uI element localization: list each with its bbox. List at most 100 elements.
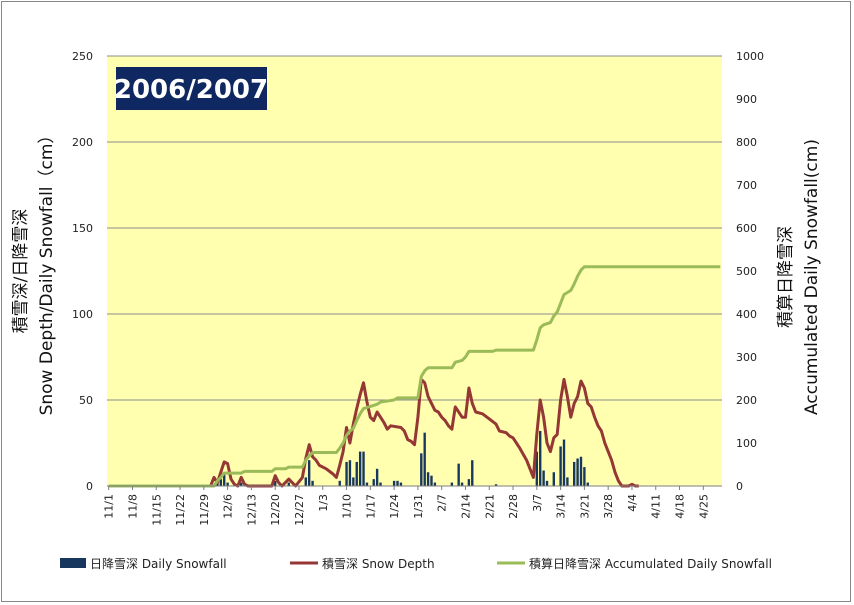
x-tick-label: 1/24: [388, 494, 401, 519]
daily-snowfall-bar: [583, 467, 586, 486]
daily-snowfall-bar: [355, 461, 358, 486]
x-tick-label: 12/13: [245, 494, 258, 526]
right-tick-label: 100: [736, 437, 757, 450]
x-tick-label: 3/7: [531, 494, 544, 512]
daily-snowfall-bar: [240, 482, 243, 486]
x-tick-label: 1/31: [412, 494, 425, 519]
x-tick-label: 1/17: [364, 494, 377, 519]
x-tick-label: 12/20: [269, 494, 282, 526]
daily-snowfall-bar: [559, 446, 562, 486]
daily-snowfall-bar: [539, 430, 542, 486]
x-tick-label: 2/7: [436, 494, 449, 512]
left-tick-label: 100: [72, 308, 93, 321]
daily-snowfall-bar: [375, 468, 379, 486]
chart-title: 2006/2007: [114, 75, 268, 105]
daily-snowfall-bar: [274, 480, 277, 486]
daily-snowfall-bar: [348, 460, 352, 486]
legend-label-accumulated: 積算日降雪深 Accumulated Daily Snowfall: [529, 556, 772, 571]
right-axis-title-line2: Accumulated Daily Snowfall(cm): [802, 139, 822, 415]
x-tick-label: 1/3: [317, 494, 330, 512]
x-tick-label: 3/21: [578, 494, 591, 519]
daily-snowfall-bar: [304, 477, 307, 486]
daily-snowfall-bar: [545, 480, 549, 486]
daily-snowfall-bar: [423, 432, 426, 486]
daily-snowfall-bar: [307, 460, 311, 486]
daily-snowfall-bar: [457, 463, 460, 486]
right-tick-label: 200: [736, 394, 757, 407]
daily-snowfall-bar: [579, 456, 583, 486]
daily-snowfall-bar: [562, 439, 566, 486]
daily-snowfall-bar: [420, 453, 423, 486]
right-axis-title: 積算日降雪深 Accumulated Daily Snowfall(cm): [776, 139, 822, 415]
right-tick-label: 300: [736, 351, 757, 364]
x-tick-label: 12/6: [222, 494, 235, 519]
daily-snowfall-bar: [396, 480, 399, 486]
daily-snowfall-bar: [494, 484, 498, 486]
title-box: [116, 67, 267, 110]
daily-snowfall-bar: [345, 461, 348, 486]
x-tick-label: 4/4: [626, 494, 639, 512]
left-tick-label: 250: [72, 50, 93, 63]
accumulated-snowfall-line: [108, 265, 721, 488]
left-axis-ticks: 0 50 100 150 200 250: [72, 50, 93, 493]
right-tick-label: 0: [736, 480, 743, 493]
daily-snowfall-bar: [467, 479, 471, 486]
daily-snowfall-bar: [219, 479, 223, 486]
daily-snowfall-bar: [372, 479, 375, 486]
daily-snowfall-bar: [287, 482, 290, 486]
right-tick-label: 600: [736, 222, 757, 235]
legend-label-snow-depth: 積雪深 Snow Depth: [322, 556, 435, 571]
daily-snowfall-bar: [311, 480, 314, 486]
right-tick-label: 1000: [736, 50, 764, 63]
daily-snowfall-bar: [362, 451, 365, 486]
right-tick-label: 700: [736, 179, 757, 192]
x-tick-label: 2/14: [459, 494, 472, 519]
daily-snowfall-bar: [223, 472, 226, 486]
right-tick-label: 500: [736, 265, 757, 278]
x-tick-label: 11/22: [174, 494, 187, 526]
right-tick-label: 400: [736, 308, 757, 321]
daily-snowfall-bar: [450, 482, 454, 486]
x-tick-label: 3/28: [602, 494, 615, 519]
daily-snowfall-bar: [426, 472, 430, 486]
daily-snowfall-bar: [576, 458, 579, 486]
left-axis-title-line1: 積雪深/日降雪深: [11, 209, 31, 334]
x-axis-ticks: 11/1 11/8 11/15 11/22 11/29 12/6 12/13 12/20 12/…: [103, 486, 710, 526]
x-tick-label: 4/25: [697, 494, 710, 519]
daily-snowfall-bar: [586, 482, 589, 486]
x-tick-label: 4/11: [650, 494, 663, 519]
daily-snowfall-bar: [566, 477, 569, 486]
plot-area: [107, 56, 722, 486]
daily-snowfall-bar: [352, 477, 355, 486]
x-tick-label: 1/10: [341, 494, 354, 519]
daily-snowfall-bar: [358, 451, 362, 486]
x-tick-label: 11/29: [198, 494, 211, 526]
right-tick-label: 900: [736, 93, 757, 106]
daily-snowfall-bar: [365, 482, 369, 486]
daily-snowfall-bar: [338, 480, 341, 486]
x-tick-label: 11/15: [150, 494, 163, 526]
daily-snowfall-bar: [226, 482, 229, 486]
daily-snowfall-bar: [535, 451, 539, 486]
right-axis-title-line1: 積算日降雪深: [776, 226, 796, 328]
daily-snowfall-bars: [216, 430, 589, 486]
legend-label-daily-snowfall: 日降雪深 Daily Snowfall: [90, 557, 227, 571]
x-tick-label: 11/8: [126, 494, 139, 519]
daily-snowfall-bar: [552, 472, 555, 486]
daily-snowfall-bar: [379, 482, 382, 486]
x-tick-label: 11/1: [103, 494, 116, 519]
left-tick-label: 0: [86, 480, 93, 493]
x-tick-label: 2/21: [483, 494, 496, 519]
daily-snowfall-bar: [430, 475, 433, 486]
daily-snowfall-bar: [471, 460, 474, 486]
right-tick-label: 800: [736, 136, 757, 149]
left-tick-label: 50: [79, 394, 93, 407]
snow-depth-line: [209, 377, 639, 488]
daily-snowfall-bar: [392, 480, 396, 486]
daily-snowfall-bar: [542, 470, 545, 486]
left-tick-label: 200: [72, 136, 93, 149]
x-tick-label: 3/14: [555, 494, 568, 519]
daily-snowfall-bar: [460, 482, 464, 486]
legend: 日降雪深 Daily Snowfall 積雪深 Snow Depth 積算日降雪…: [60, 556, 772, 571]
